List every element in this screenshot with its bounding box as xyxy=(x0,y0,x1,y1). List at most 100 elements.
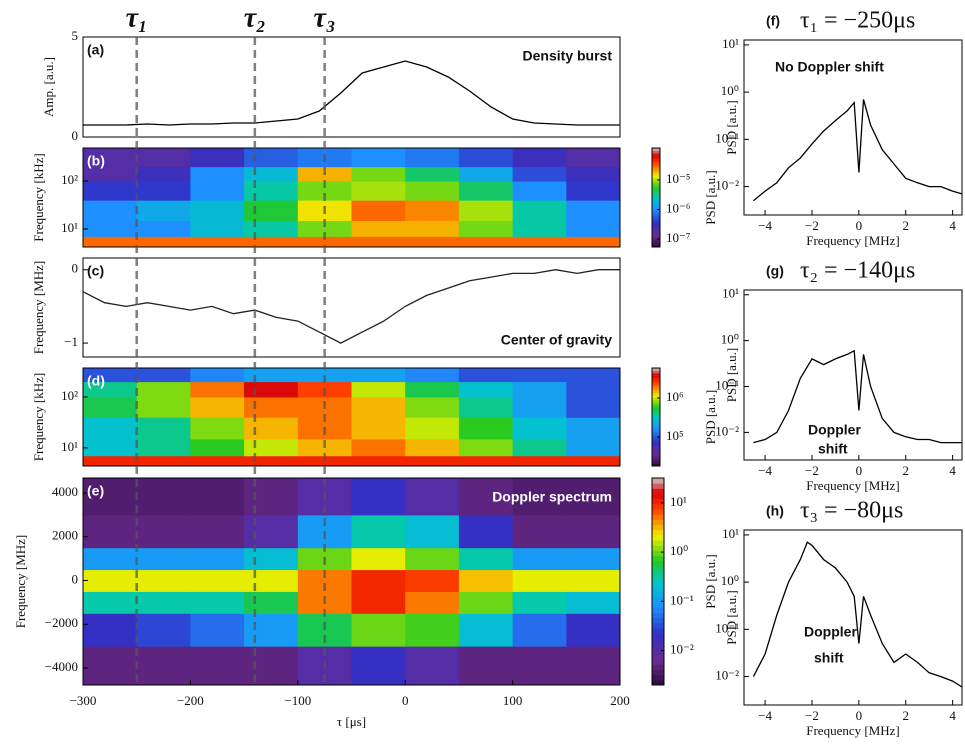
heat-cell xyxy=(458,381,514,398)
heat-cell xyxy=(136,591,191,614)
colorbar-step xyxy=(652,581,664,588)
y-tick-label: 10¹ xyxy=(722,286,739,301)
heat-cell xyxy=(136,514,191,549)
y-tick-label: −4000 xyxy=(45,659,78,674)
heat-cell xyxy=(512,455,567,467)
colorbar-step xyxy=(652,182,660,186)
heat-cell xyxy=(458,569,514,592)
heat-cell xyxy=(83,220,138,237)
heat-cell xyxy=(351,646,406,686)
colorbar-step xyxy=(652,152,660,156)
heat-cell xyxy=(405,417,460,440)
colorbar-step xyxy=(652,409,660,413)
annotation: Doppler xyxy=(808,422,861,438)
x-tick-label: 100 xyxy=(503,693,523,708)
colorbar-step xyxy=(652,448,660,452)
heat-cell xyxy=(244,220,299,237)
colorbar-step xyxy=(652,224,660,228)
y-tick-label: 5 xyxy=(72,28,79,43)
heat-cell xyxy=(405,236,460,248)
plot-frame xyxy=(82,147,621,248)
colorbar-step xyxy=(652,397,660,401)
heat-cell xyxy=(136,236,191,248)
heat-cell xyxy=(297,455,352,467)
y-tick-label: 10¹ xyxy=(722,36,739,51)
colorbar-step xyxy=(652,565,664,572)
colorbar-step xyxy=(652,571,664,577)
heat-cell xyxy=(351,591,406,614)
heat-cell xyxy=(566,181,621,201)
heat-cell xyxy=(458,148,514,168)
colorbar-step xyxy=(652,394,660,398)
heat-cell xyxy=(458,455,514,467)
x-tick-label: 2 xyxy=(902,708,909,723)
colorbar-step xyxy=(652,669,664,676)
x-tick-label: 0 xyxy=(856,218,863,233)
heat-cell xyxy=(244,381,299,398)
heat-cell xyxy=(405,478,460,516)
heat-cell xyxy=(136,478,191,516)
heat-cell xyxy=(566,569,621,592)
heat-cell xyxy=(83,646,138,686)
heat-cell xyxy=(458,514,514,549)
heat-cell xyxy=(512,591,567,614)
heat-cell xyxy=(244,646,299,686)
colorbar-step xyxy=(652,439,660,442)
heat-cell xyxy=(83,438,138,457)
colorbar-step xyxy=(652,402,660,406)
colorbar-step xyxy=(652,150,660,154)
heat-cell xyxy=(512,478,567,516)
plot-frame xyxy=(743,529,963,706)
heat-cell xyxy=(351,569,406,592)
colorbar-step xyxy=(652,446,660,450)
heat-cell xyxy=(458,368,514,383)
colorbar-step xyxy=(652,436,660,440)
heat-cell xyxy=(351,514,406,549)
heat-cell xyxy=(136,166,191,182)
colorbar-step xyxy=(652,162,660,166)
x-tick-label: −2 xyxy=(805,218,819,233)
panel-title: τ₂ = −140μs xyxy=(800,258,915,284)
heat-cell xyxy=(566,455,621,467)
y-tick-label: 10⁻¹ xyxy=(715,377,739,392)
colorbar-step xyxy=(652,148,660,151)
y-tick-label: 10⁻¹ xyxy=(715,620,739,635)
heat-cell xyxy=(566,200,621,222)
heat-cell xyxy=(566,547,621,571)
colorbar-step xyxy=(652,175,660,179)
heat-cell xyxy=(512,181,567,201)
y-tick-label: 10⁰ xyxy=(721,83,739,98)
heat-cell xyxy=(512,514,567,549)
heat-cell xyxy=(83,236,138,248)
heat-cell xyxy=(190,569,245,592)
colorbar-step xyxy=(652,404,660,408)
x-axis-label: Frequency [MHz] xyxy=(806,233,900,248)
heat-cell xyxy=(512,417,567,440)
heat-cell xyxy=(136,396,191,418)
colorbar-step xyxy=(652,519,664,526)
colorbar-step xyxy=(652,451,660,455)
colorbar-step xyxy=(652,399,660,403)
heat-cell xyxy=(244,438,299,457)
heat-cell xyxy=(351,381,406,398)
heat-cell xyxy=(458,200,514,222)
x-tick-label: −100 xyxy=(284,693,311,708)
y-axis-label: Frequency [MHz] xyxy=(13,535,28,629)
heat-cell xyxy=(244,514,299,549)
colorbar-step xyxy=(652,456,660,460)
heat-cell xyxy=(190,200,245,222)
colorbar-step xyxy=(652,458,660,462)
colorbar-step xyxy=(652,372,660,376)
colorbar-step xyxy=(652,514,664,520)
heat-cell xyxy=(351,236,406,248)
colorbar-step xyxy=(652,214,660,218)
heat-cell xyxy=(512,396,567,418)
heat-cell xyxy=(83,455,138,467)
heat-cell xyxy=(351,200,406,222)
colorbar-step xyxy=(652,412,660,416)
colorbar-step xyxy=(652,586,664,593)
colorbar-frame xyxy=(651,147,661,248)
colorbar-step xyxy=(652,244,660,248)
heat-cell xyxy=(512,438,567,457)
heat-cell xyxy=(405,569,460,592)
